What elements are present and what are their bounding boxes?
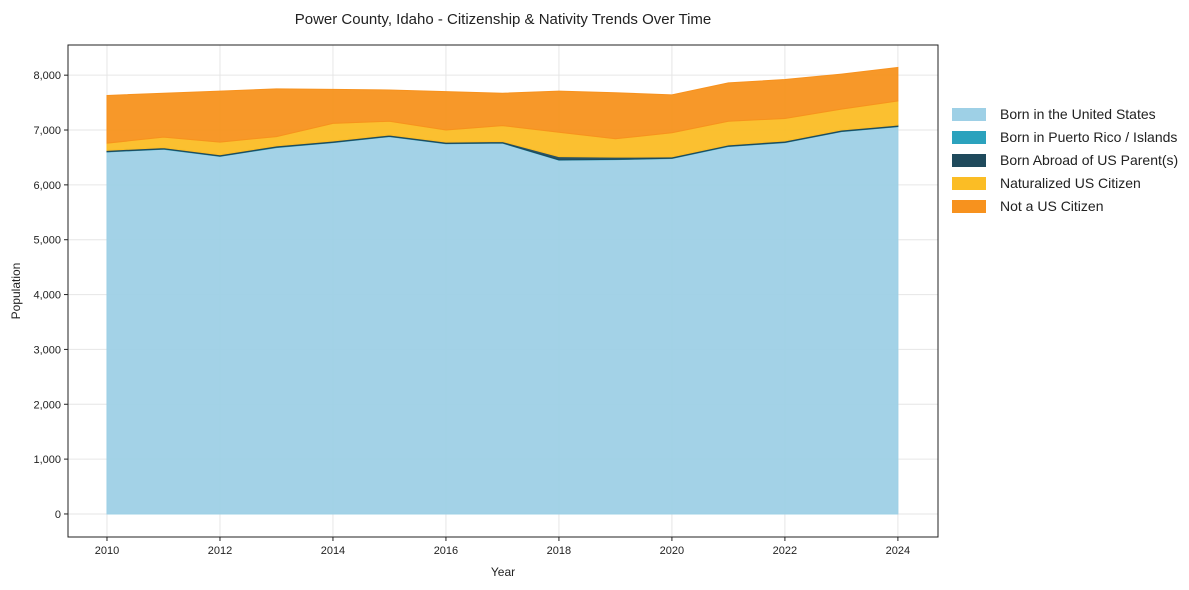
legend: Born in the United States Born in Puerto … xyxy=(952,106,1178,214)
x-axis: 2010 2012 2014 2016 2018 2020 2022 2024 xyxy=(95,537,910,557)
legend-swatch xyxy=(952,154,986,167)
y-tick-label: 4,000 xyxy=(33,290,61,302)
legend-swatch xyxy=(952,108,986,121)
legend-label: Born Abroad of US Parent(s) xyxy=(1000,152,1178,168)
y-tick-label: 2,000 xyxy=(33,399,61,411)
x-tick-label: 2020 xyxy=(660,545,684,557)
plot-frame xyxy=(67,44,939,538)
legend-swatch xyxy=(952,131,986,144)
x-axis-label: Year xyxy=(491,565,515,579)
x-tick-label: 2022 xyxy=(773,545,797,557)
y-tick-label: 1,000 xyxy=(33,454,61,466)
area-born-in-the-united-states xyxy=(106,126,899,515)
x-tick-label: 2012 xyxy=(208,545,232,557)
area-not-a-us-citizen xyxy=(106,66,899,144)
x-tick-label: 2016 xyxy=(434,545,458,557)
y-tick-label: 6,000 xyxy=(33,180,61,192)
legend-label: Born in Puerto Rico / Islands xyxy=(1000,129,1177,145)
x-tick-label: 2018 xyxy=(547,545,571,557)
y-axis-label: Population xyxy=(9,263,23,320)
legend-swatch xyxy=(952,200,986,213)
y-tick-label: 5,000 xyxy=(33,235,61,247)
y-axis: 0 1,000 2,000 3,000 4,000 5,000 6,000 7,000 8,00… xyxy=(33,70,68,521)
y-tick-label: 7,000 xyxy=(33,125,61,137)
legend-swatch xyxy=(952,177,986,190)
y-tick-label: 8,000 xyxy=(33,70,61,82)
legend-label: Not a US Citizen xyxy=(1000,198,1103,214)
x-tick-label: 2014 xyxy=(321,545,345,557)
y-tick-label: 3,000 xyxy=(33,344,61,356)
legend-label: Naturalized US Citizen xyxy=(1000,175,1141,191)
x-tick-label: 2024 xyxy=(886,545,910,557)
chart-title: Power County, Idaho - Citizenship & Nati… xyxy=(295,11,712,28)
y-tick-label: 0 xyxy=(55,509,61,521)
x-tick-label: 2010 xyxy=(95,545,119,557)
legend-label: Born in the United States xyxy=(1000,106,1156,122)
areas xyxy=(106,66,899,515)
